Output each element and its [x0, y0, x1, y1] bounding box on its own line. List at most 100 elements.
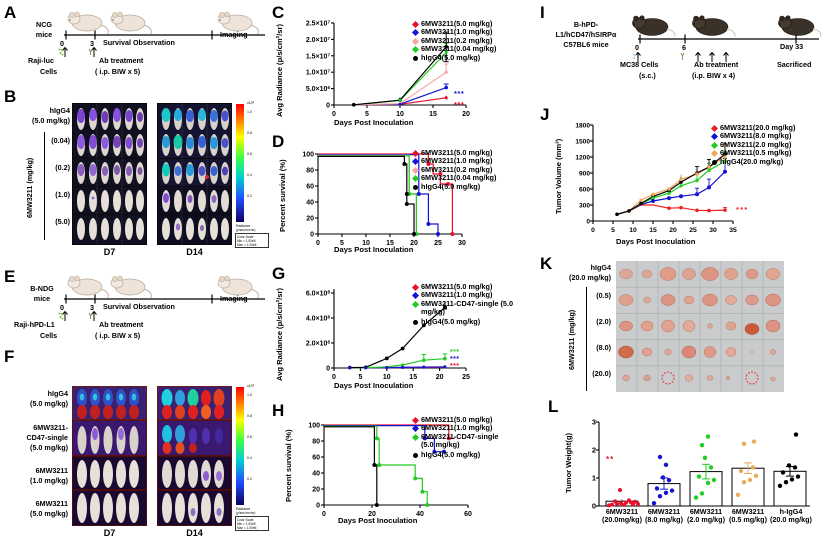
panel-g: G Avg Radiance (p/s/cm²/sr) 0 2.0×108 4.…: [272, 265, 534, 397]
legend-marker-icon: [413, 55, 418, 61]
legend-item: 6MW3211-CD47-single (5.0 mg/kg): [411, 298, 517, 317]
legend-label: 6MW3211(0.5 mg/kg): [720, 148, 792, 158]
panel-f-tick3: 0.4: [247, 456, 252, 460]
panel-b-letter: B: [4, 87, 17, 106]
panel-h: H Percent survival (%) 0 20 40 60 80 100 0 20…: [272, 400, 534, 535]
panel-b-col-left: D7: [103, 247, 116, 257]
panel-l-cat1-line1: 6MW3211: [647, 507, 681, 516]
svg-text:20: 20: [669, 227, 677, 234]
legend-label: 6MW3211-CD47-single (5.0 mg/kg): [421, 298, 514, 317]
panel-a-ab-line1: Ab treatment: [99, 56, 144, 65]
svg-text:20: 20: [368, 511, 376, 518]
panel-f-scalebar-title: Radiance: [236, 507, 251, 511]
panel-c-letter: C: [272, 3, 285, 22]
legend-item: 6MW3211(20.0 mg/kg): [710, 123, 795, 133]
legend-item: 6MW3211(1.0 mg/kg): [411, 156, 496, 166]
svg-text:100: 100: [302, 152, 314, 159]
panel-b-row4-label: (5.0): [55, 217, 70, 226]
legend-marker-icon: [413, 319, 418, 325]
mouse-icon-imaging: [217, 11, 259, 35]
panel-b-scalebar-box-line3: Max = 1.00e6: [237, 242, 257, 247]
svg-text:5: 5: [358, 374, 362, 381]
svg-text:0: 0: [322, 511, 326, 518]
svg-text:30: 30: [458, 240, 466, 247]
svg-text:1.0×107: 1.0×107: [306, 68, 331, 77]
panel-d-legend: 6MW3211(5.0 mg/kg) 6MW3211(1.0 mg/kg) 6M…: [411, 148, 496, 191]
svg-text:5: 5: [340, 240, 344, 247]
panel-f-row0-line2: (5.0 mg/kg): [30, 399, 68, 408]
svg-text:20: 20: [306, 216, 314, 223]
legend-label: hIgG4(20.0 mg/kg): [720, 156, 784, 166]
legend-label: 6MW3211(5.0 mg/kg): [421, 19, 493, 28]
legend-item: 6MW3211(1.0 mg/kg): [411, 290, 517, 300]
legend-label: 6MW3211(5.0 mg/kg): [421, 415, 493, 424]
svg-text:40: 40: [312, 471, 320, 478]
legend-item: 6MW3211(2.0 mg/kg): [710, 139, 795, 149]
panel-f-scalebar-box-line1: Color Scale: [237, 517, 254, 522]
panel-a-strain-line2: mice: [35, 30, 53, 39]
panel-h-xlabel: Days Post Inoculation: [338, 516, 418, 525]
legend-label: 6MW3211(5.0 mg/kg): [421, 282, 493, 291]
panel-e-t0: 0: [60, 303, 64, 312]
svg-text:15: 15: [649, 227, 657, 234]
svg-text:0: 0: [332, 111, 336, 118]
svg-text:20: 20: [462, 111, 470, 118]
panel-l-cat4-line1: h-IgG4: [779, 507, 803, 516]
panel-e-letter: E: [4, 267, 16, 286]
panel-i-letter: I: [540, 3, 545, 22]
legend-label: 6MW3211(0.2 mg/kg): [421, 164, 493, 174]
mouse-icon-start: [67, 275, 109, 299]
legend-item: 6MW3211(1.0 mg/kg): [411, 423, 513, 433]
panel-l-letter: L: [548, 397, 559, 416]
legend-label: hIgG4(5.0 mg/kg): [421, 52, 481, 62]
panel-i-arrows: [632, 51, 729, 62]
panel-i-strain-line2: L1/hCD47/hSIRPα: [555, 30, 617, 39]
panel-f-scalebar-units: (p/sec/cm²/sr): [236, 511, 256, 515]
panel-i-ab-line2: (i.p. BIW x 4): [692, 71, 736, 80]
panel-e-ab-line1: Ab treatment: [99, 320, 144, 329]
panel-k-row1-label: (0.5): [596, 291, 611, 300]
svg-text:60: 60: [464, 511, 472, 518]
panel-g-ylabel: Avg Radiance (p/s/cm²/sr): [275, 288, 284, 382]
svg-text:15: 15: [409, 374, 417, 381]
panel-f-letter: F: [4, 347, 15, 366]
legend-item: hIgG4(5.0 mg/kg): [413, 317, 517, 326]
panel-l-cat2-line1: 6MW3211: [689, 507, 723, 516]
legend-item: hIgG4(20.0 mg/kg): [712, 156, 795, 166]
svg-text:25: 25: [462, 374, 470, 381]
legend-marker-icon: [411, 300, 420, 308]
panel-l-ylabel: Tumor Weight(g): [564, 432, 573, 494]
panel-k-row3-label: (8.0): [596, 343, 611, 352]
legend-marker-icon: [411, 425, 420, 433]
panel-k-row0-line2: (20.0 mg/kg): [569, 273, 611, 282]
svg-text:0: 0: [316, 240, 320, 247]
panel-k-row4-label: (20.0): [592, 369, 611, 378]
panel-l-cat0-line2: (20.0mg/kg): [602, 515, 642, 525]
panel-f-colorbar: [236, 387, 244, 505]
panel-i-end-line1: Sacrificed: [777, 60, 812, 69]
svg-text:600: 600: [579, 187, 590, 194]
panel-a-strain-line1: NCG: [36, 20, 52, 29]
legend-item: 6MW3211(5.0 mg/kg): [411, 415, 513, 425]
panel-f-colorbar-exp: x10⁶: [247, 384, 255, 388]
panel-f-scalebar-box-line3: Max = 1.00e6: [237, 525, 257, 530]
panel-j-plot: 0 300 600 900 1200 1500 1800 0 5 10 15 20 25 30 3…: [575, 123, 737, 235]
mouse-icon-sacrificed-dark: [778, 15, 822, 38]
panel-g-legend: 6MW3211(5.0 mg/kg) 6MW3211(1.0 mg/kg) 6M…: [411, 282, 517, 326]
legend-item: 6MW3211(0.5 mg/kg): [710, 148, 795, 158]
panel-f-tick0: 1.0: [247, 393, 252, 397]
svg-text:5: 5: [611, 227, 615, 234]
legend-label: hIgG4(5.0 mg/kg): [421, 449, 481, 459]
panel-e-cells-line2: Cells: [40, 331, 58, 340]
svg-text:6.0×108: 6.0×108: [306, 289, 331, 298]
panel-b-colorbar: [236, 104, 244, 222]
legend-label: 6MW3211(2.0 mg/kg): [720, 139, 792, 149]
panel-l: L Tumor Weight(g) 0 1 2 3: [540, 398, 827, 538]
panel-b-scalebar-title: Radiance: [236, 224, 251, 228]
svg-text:60: 60: [312, 455, 320, 462]
mouse-icon-start-dark: [632, 15, 676, 38]
panel-c-ylabel: Avg Radiance (p/s/cm²/sr): [275, 24, 284, 118]
legend-marker-icon: [411, 37, 420, 45]
svg-text:900: 900: [579, 171, 590, 178]
panel-f-d14-images: [157, 386, 232, 526]
